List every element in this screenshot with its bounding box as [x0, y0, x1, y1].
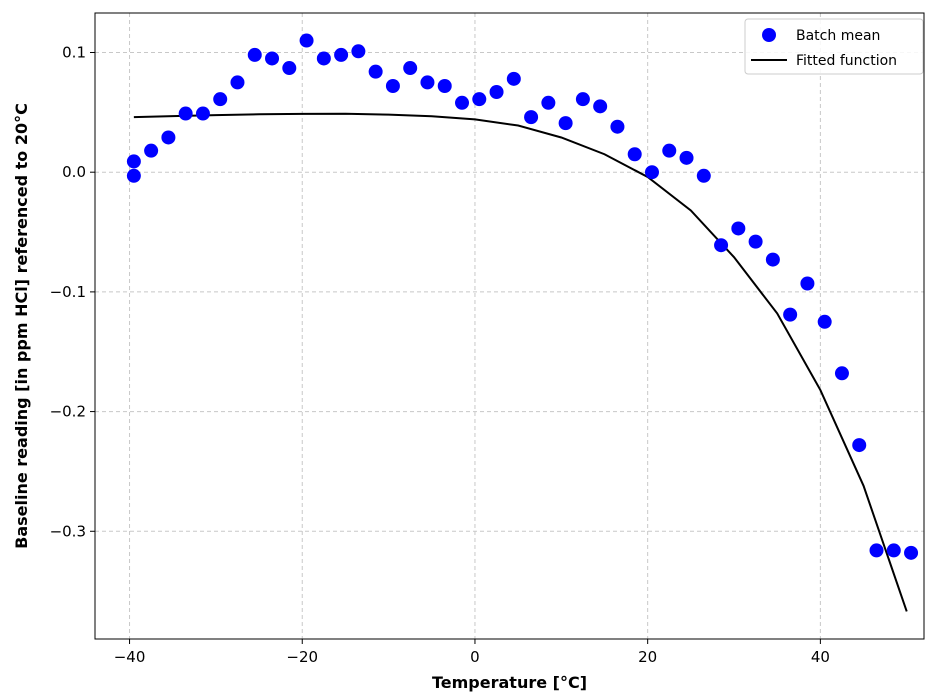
batch-mean-point: [783, 307, 798, 322]
plot-frame: [94, 12, 925, 640]
batch-mean-point: [662, 143, 677, 158]
batch-mean-point: [541, 95, 556, 110]
batch-mean-point: [368, 64, 383, 79]
batch-mean-point: [627, 147, 642, 162]
batch-mean-point: [558, 116, 573, 131]
y-tick-label: −0.3: [50, 522, 86, 540]
batch-mean-point: [817, 314, 832, 329]
x-tick-label: −40: [114, 648, 146, 666]
batch-mean-point: [437, 79, 452, 94]
batch-mean-point: [195, 106, 210, 121]
legend-label-batch-mean: Batch mean: [796, 28, 880, 44]
batch-mean-point: [748, 234, 763, 249]
batch-mean-point: [144, 143, 159, 158]
batch-mean-point: [904, 545, 919, 560]
batch-mean-point: [696, 168, 711, 183]
batch-mean-point: [299, 33, 314, 48]
batch-mean-point: [610, 119, 625, 134]
x-axis-ticks: −40 −20 0 20 40: [114, 639, 830, 666]
batch-mean-point: [385, 79, 400, 94]
x-tick-label: 20: [638, 648, 657, 666]
batch-mean-point: [765, 252, 780, 267]
batch-mean-point: [351, 44, 366, 59]
batch-mean-point: [316, 51, 331, 66]
batch-mean-point: [800, 276, 815, 291]
batch-mean-point: [282, 61, 297, 76]
batch-mean-point: [714, 238, 729, 253]
batch-mean-point: [247, 47, 262, 62]
batch-mean-point: [834, 366, 849, 381]
fitted-function-line: [133, 112, 908, 612]
batch-mean-point: [731, 221, 746, 236]
y-tick-label: 0.1: [62, 43, 86, 61]
batch-mean-point: [126, 168, 141, 183]
batch-mean-point: [524, 110, 539, 125]
batch-mean-point: [886, 543, 901, 558]
batch-mean-point: [178, 106, 193, 121]
y-axis-ticks: −0.3 −0.2 −0.1 0.0 0.1: [50, 43, 95, 540]
y-tick-label: −0.1: [50, 283, 86, 301]
batch-mean-point: [593, 99, 608, 114]
x-tick-label: −20: [286, 648, 318, 666]
y-tick-label: 0.0: [62, 163, 86, 181]
x-axis-title: Temperature [°C]: [432, 673, 587, 692]
legend: Batch mean Fitted function: [744, 18, 924, 75]
batch-mean-point: [455, 95, 470, 110]
batch-mean-point: [403, 61, 418, 76]
batch-mean-point: [126, 154, 141, 169]
legend-box: [744, 18, 924, 75]
batch-mean-point: [644, 165, 659, 180]
y-axis-title: Baseline reading [in ppm HCl] referenced…: [12, 103, 31, 549]
batch-mean-point: [213, 92, 228, 107]
batch-mean-point: [506, 71, 521, 86]
batch-mean-point: [420, 75, 435, 90]
x-tick-label: 0: [470, 648, 480, 666]
batch-mean-point: [679, 150, 694, 165]
legend-marker-batch-mean: [762, 28, 776, 42]
batch-mean-point: [472, 92, 487, 107]
batch-mean-point: [869, 543, 884, 558]
batch-mean-point: [161, 130, 176, 145]
batch-mean-point: [489, 85, 504, 99]
grid-lines: [95, 13, 924, 639]
batch-mean-points: [126, 33, 919, 560]
x-tick-label: 40: [811, 648, 830, 666]
batch-mean-point: [334, 47, 349, 62]
legend-label-fitted-function: Fitted function: [796, 53, 897, 69]
batch-mean-point: [265, 51, 280, 66]
batch-mean-point: [230, 75, 245, 90]
batch-mean-point: [575, 92, 590, 107]
plot-background: [95, 13, 924, 639]
fitted-function-layer: [133, 112, 908, 612]
y-tick-label: −0.2: [50, 403, 86, 421]
batch-mean-point: [852, 438, 867, 453]
